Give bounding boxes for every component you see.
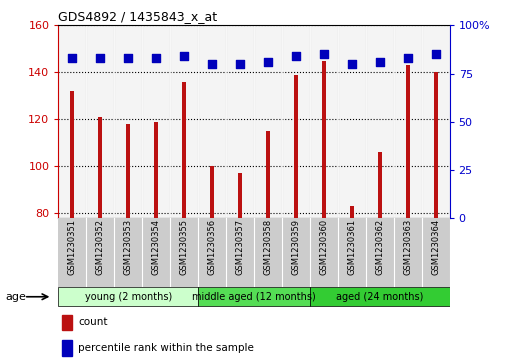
- Text: GSM1230359: GSM1230359: [292, 219, 300, 275]
- Text: GSM1230363: GSM1230363: [403, 219, 412, 276]
- Point: [180, 53, 188, 59]
- FancyBboxPatch shape: [310, 287, 450, 306]
- Bar: [142, 218, 170, 287]
- Point: [68, 55, 76, 61]
- Point: [264, 59, 272, 65]
- Point: [96, 55, 104, 61]
- Text: GSM1230360: GSM1230360: [320, 219, 328, 275]
- Point: [292, 53, 300, 59]
- Bar: [198, 218, 226, 287]
- Bar: [338, 218, 366, 287]
- Point: [236, 61, 244, 67]
- Text: age: age: [5, 292, 26, 302]
- Text: GSM1230356: GSM1230356: [208, 219, 216, 275]
- Text: middle aged (12 months): middle aged (12 months): [192, 292, 316, 302]
- Bar: [114, 25, 142, 218]
- Text: GSM1230362: GSM1230362: [375, 219, 384, 275]
- Bar: [254, 25, 282, 218]
- Bar: [254, 218, 282, 287]
- Text: aged (24 months): aged (24 months): [336, 292, 423, 302]
- Bar: [422, 218, 450, 287]
- Bar: [182, 82, 186, 218]
- Bar: [58, 25, 86, 218]
- Bar: [198, 25, 226, 218]
- Point: [347, 61, 356, 67]
- Text: young (2 months): young (2 months): [85, 292, 172, 302]
- Bar: [62, 315, 72, 330]
- Text: GSM1230354: GSM1230354: [152, 219, 161, 275]
- Bar: [282, 25, 310, 218]
- Bar: [394, 218, 422, 287]
- Bar: [86, 218, 114, 287]
- Point: [403, 55, 411, 61]
- Bar: [310, 25, 338, 218]
- FancyBboxPatch shape: [198, 287, 310, 306]
- Bar: [310, 218, 338, 287]
- FancyBboxPatch shape: [58, 287, 198, 306]
- Point: [124, 55, 132, 61]
- Bar: [62, 340, 72, 356]
- Bar: [422, 25, 450, 218]
- Text: count: count: [78, 318, 108, 327]
- Text: GSM1230352: GSM1230352: [96, 219, 105, 275]
- Bar: [70, 91, 75, 218]
- Text: GSM1230355: GSM1230355: [180, 219, 188, 275]
- Text: GDS4892 / 1435843_x_at: GDS4892 / 1435843_x_at: [58, 10, 217, 23]
- Text: percentile rank within the sample: percentile rank within the sample: [78, 343, 254, 353]
- Text: GSM1230351: GSM1230351: [68, 219, 77, 275]
- Text: GSM1230358: GSM1230358: [264, 219, 272, 275]
- Bar: [126, 124, 131, 218]
- Text: GSM1230364: GSM1230364: [431, 219, 440, 275]
- Bar: [170, 25, 198, 218]
- Point: [320, 51, 328, 57]
- Bar: [266, 131, 270, 218]
- Point: [152, 55, 160, 61]
- Bar: [322, 61, 326, 218]
- Bar: [114, 218, 142, 287]
- Bar: [405, 65, 410, 218]
- Bar: [366, 218, 394, 287]
- Bar: [294, 75, 298, 218]
- Text: GSM1230361: GSM1230361: [347, 219, 356, 275]
- Bar: [433, 72, 438, 218]
- Bar: [226, 218, 254, 287]
- Bar: [170, 218, 198, 287]
- Bar: [350, 206, 354, 218]
- Text: GSM1230353: GSM1230353: [124, 219, 133, 275]
- Bar: [338, 25, 366, 218]
- Bar: [154, 122, 158, 218]
- Bar: [377, 152, 382, 218]
- Bar: [226, 25, 254, 218]
- Bar: [98, 117, 103, 218]
- Bar: [394, 25, 422, 218]
- Bar: [210, 166, 214, 218]
- Point: [375, 59, 384, 65]
- Bar: [142, 25, 170, 218]
- Bar: [58, 218, 86, 287]
- Bar: [86, 25, 114, 218]
- Point: [208, 61, 216, 67]
- Bar: [366, 25, 394, 218]
- Bar: [238, 173, 242, 218]
- Text: GSM1230357: GSM1230357: [236, 219, 244, 275]
- Point: [431, 51, 439, 57]
- Bar: [282, 218, 310, 287]
